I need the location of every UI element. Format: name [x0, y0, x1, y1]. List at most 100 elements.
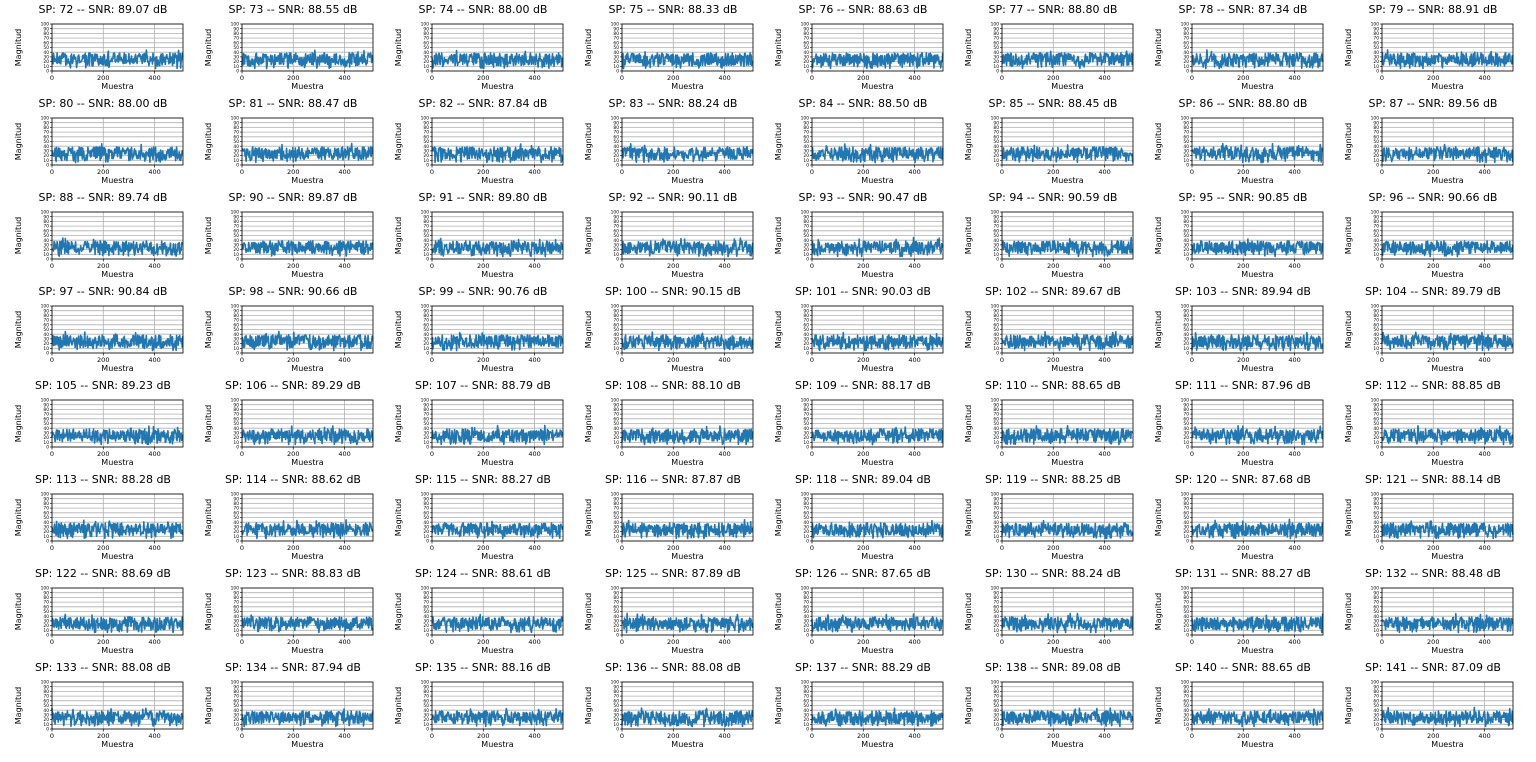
y-tick-label: 50	[613, 703, 619, 709]
x-tick-label: 400	[148, 356, 160, 364]
y-tick-label: 0	[236, 69, 239, 75]
y-tick-label: 60	[43, 134, 49, 140]
y-tick-label: 0	[1376, 727, 1379, 733]
y-axis-label: Magnitud	[1154, 311, 1163, 348]
x-tick-label: 200	[97, 638, 109, 646]
y-tick-label: 100	[611, 304, 620, 310]
y-tick-label: 50	[1373, 45, 1379, 51]
x-tick-label: 400	[1478, 544, 1490, 552]
y-tick-label: 0	[236, 633, 239, 639]
y-tick-label: 0	[1376, 633, 1379, 639]
x-tick-label: 400	[1098, 74, 1110, 82]
y-tick-label: 10	[1183, 722, 1189, 728]
y-tick-label: 70	[993, 506, 999, 512]
y-tick-label: 30	[1373, 713, 1379, 719]
x-axis-label: Muestra	[671, 458, 703, 467]
y-tick-label: 50	[1373, 515, 1379, 521]
y-tick-label: 90	[423, 590, 429, 596]
y-axis-label: Magnitud	[964, 405, 973, 442]
x-tick-label: 400	[338, 262, 350, 270]
y-tick-label: 30	[993, 525, 999, 531]
y-tick-label: 40	[1373, 144, 1379, 150]
y-tick-label: 80	[423, 219, 429, 225]
x-tick-label: 400	[528, 450, 540, 458]
y-tick-label: 100	[1181, 116, 1190, 122]
y-tick-label: 10	[613, 346, 619, 352]
y-tick-label: 80	[803, 31, 809, 37]
y-tick-label: 40	[993, 426, 999, 432]
y-tick-label: 0	[996, 727, 999, 733]
series-line	[1001, 331, 1134, 352]
x-tick-label: 400	[1478, 74, 1490, 82]
y-tick-label: 10	[233, 440, 239, 446]
y-tick-label: 50	[43, 703, 49, 709]
y-tick-label: 80	[233, 689, 239, 695]
y-tick-label: 10	[1183, 440, 1189, 446]
y-tick-label: 70	[43, 224, 49, 230]
y-tick-label: 0	[1186, 539, 1189, 545]
y-axis-label: Magnitud	[1154, 499, 1163, 536]
y-tick-label: 20	[43, 341, 49, 347]
y-tick-label: 20	[43, 59, 49, 65]
y-tick-label: 20	[993, 341, 999, 347]
subplot-title: SP: 110 -- SNR: 88.65 dB	[985, 379, 1121, 392]
y-tick-label: 100	[991, 304, 1000, 310]
x-tick-label: 0	[810, 356, 814, 364]
subplot-title: SP: 83 -- SNR: 88.24 dB	[608, 97, 738, 110]
y-tick-label: 30	[43, 525, 49, 531]
series-line	[431, 49, 564, 69]
x-tick-label: 200	[97, 450, 109, 458]
y-tick-label: 70	[613, 318, 619, 324]
y-tick-label: 70	[1183, 600, 1189, 606]
subplot-title: SP: 134 -- SNR: 87.94 dB	[225, 661, 361, 674]
x-tick-label: 0	[1000, 262, 1004, 270]
y-tick-label: 30	[1373, 243, 1379, 249]
subplot-sp-130: SP: 130 -- SNR: 88.24 dB 0 200 400 0 10 20 30 40…	[958, 567, 1148, 661]
x-tick-label: 200	[97, 168, 109, 176]
y-tick-label: 90	[1183, 120, 1189, 126]
y-axis-label: Magnitud	[1154, 593, 1163, 630]
y-tick-label: 20	[613, 623, 619, 629]
y-tick-label: 60	[993, 40, 999, 46]
subplot-sp-85: SP: 85 -- SNR: 88.45 dB 0 200 400 0 10 20 30 40 5…	[958, 97, 1148, 191]
y-tick-label: 100	[1181, 492, 1190, 498]
x-axis-label: Muestra	[291, 740, 323, 749]
y-tick-label: 20	[233, 623, 239, 629]
y-tick-label: 30	[993, 243, 999, 249]
y-tick-label: 0	[46, 445, 49, 451]
y-tick-label: 0	[46, 727, 49, 733]
y-tick-label: 80	[613, 595, 619, 601]
y-tick-label: 100	[991, 22, 1000, 28]
y-tick-label: 100	[801, 586, 810, 592]
x-axis-label: Muestra	[481, 364, 513, 373]
subplot-title: SP: 97 -- SNR: 90.84 dB	[38, 285, 168, 298]
y-tick-label: 70	[803, 600, 809, 606]
y-tick-label: 90	[993, 26, 999, 32]
y-axis-label: Magnitud	[774, 217, 783, 254]
x-axis-label: Muestra	[1431, 552, 1463, 561]
y-tick-label: 90	[613, 120, 619, 126]
x-tick-label: 200	[97, 356, 109, 364]
x-tick-label: 200	[857, 732, 869, 740]
y-tick-label: 80	[993, 407, 999, 413]
y-tick-label: 60	[613, 698, 619, 704]
subplot-title: SP: 121 -- SNR: 88.14 dB	[1365, 473, 1501, 486]
x-tick-label: 200	[857, 356, 869, 364]
y-tick-label: 0	[46, 539, 49, 545]
y-tick-label: 100	[231, 586, 240, 592]
y-tick-label: 50	[613, 233, 619, 239]
y-tick-label: 80	[993, 501, 999, 507]
y-tick-label: 20	[1183, 717, 1189, 723]
y-tick-label: 60	[993, 698, 999, 704]
y-tick-label: 20	[1373, 153, 1379, 159]
y-tick-label: 20	[613, 59, 619, 65]
y-tick-label: 100	[421, 210, 430, 216]
series-line	[241, 519, 374, 540]
y-tick-label: 80	[1183, 219, 1189, 225]
